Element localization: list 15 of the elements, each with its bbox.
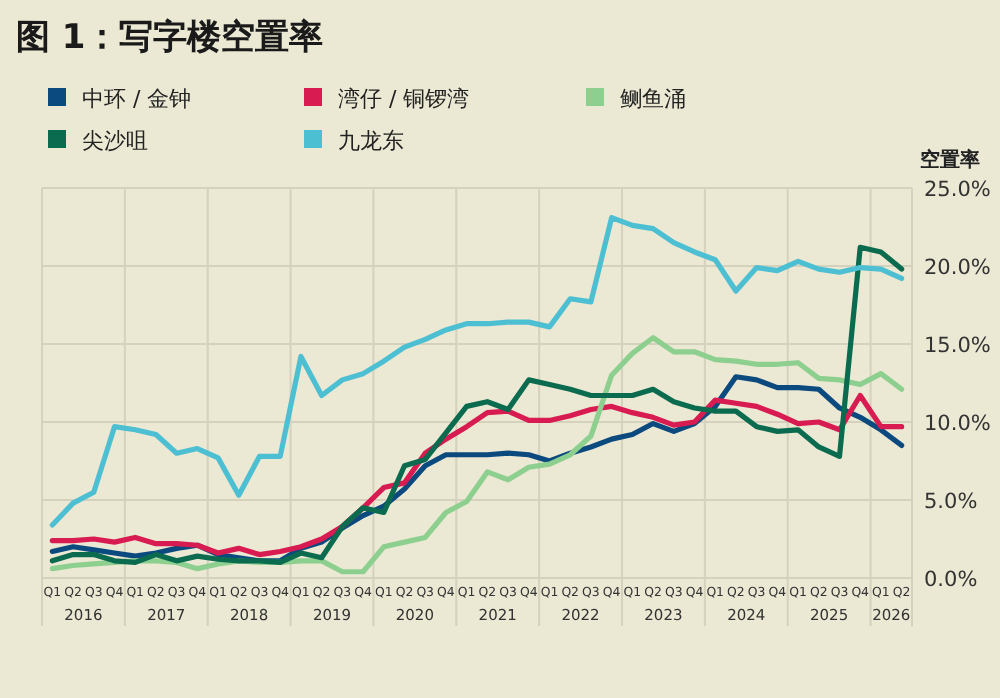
legend-label: 中环 / 金钟 — [82, 86, 192, 112]
y-tick-label: 5.0% — [924, 490, 978, 514]
legend-label: 鲗鱼涌 — [620, 86, 686, 112]
legend-label: 尖沙咀 — [82, 128, 148, 154]
legend-label: 湾仔 / 铜锣湾 — [338, 86, 470, 112]
y-tick-label: 0.0% — [924, 568, 978, 592]
y-axis-title: 空置率 — [920, 148, 980, 172]
y-tick-label: 10.0% — [924, 412, 991, 436]
line-series — [49, 244, 905, 565]
y-tick-label: 15.0% — [924, 334, 991, 358]
legend-label: 九龙东 — [338, 128, 404, 154]
line-series — [49, 215, 905, 528]
y-tick-label: 25.0% — [924, 178, 991, 202]
y-tick-label: 20.0% — [924, 256, 991, 280]
chart-title: 图 1：写字楼空置率 — [16, 18, 324, 58]
